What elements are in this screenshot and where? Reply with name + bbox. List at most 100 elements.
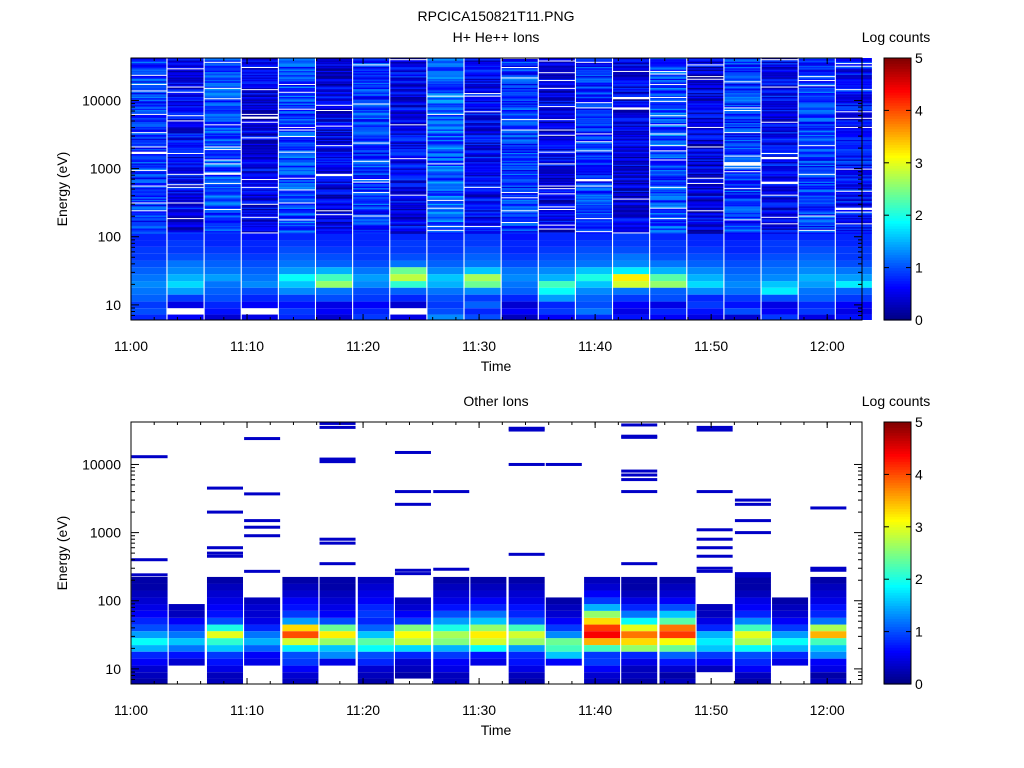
colorbar-segment [884, 241, 911, 245]
heatmap-cell [131, 583, 168, 591]
heatmap-cell [687, 226, 724, 229]
heatmap-cell [427, 190, 464, 193]
heatmap-cell [130, 143, 167, 146]
heatmap-cell [724, 157, 761, 160]
heatmap-cell [241, 108, 278, 111]
heatmap-cell [798, 213, 835, 216]
heatmap-cell [761, 281, 798, 288]
count-line [734, 502, 771, 506]
heatmap-cell [427, 217, 464, 220]
heatmap-cell [353, 194, 390, 196]
heatmap-cell [501, 134, 538, 137]
heatmap-cell [241, 64, 278, 66]
heatmap-cell [575, 213, 612, 216]
heatmap-cell [427, 174, 464, 177]
heatmap-cell [687, 94, 724, 96]
heatmap-cell [798, 139, 835, 142]
heatmap-cell [613, 82, 650, 84]
heatmap-cell [167, 170, 204, 173]
heatmap-cell [687, 135, 724, 138]
heatmap-cell [501, 190, 538, 193]
heatmap-cell [130, 193, 167, 195]
heatmap-cell [282, 658, 319, 666]
heatmap-cell [130, 260, 167, 268]
heatmap-cell [282, 651, 319, 659]
heatmap-cell [835, 139, 872, 142]
heatmap-cell [464, 156, 501, 159]
heatmap-cell [316, 215, 353, 217]
colorbar-segment [884, 301, 911, 305]
heatmap-cell [650, 142, 687, 144]
heatmap-cell [353, 151, 390, 153]
heatmap-cell [130, 267, 167, 275]
heatmap-cell [538, 100, 575, 103]
heatmap-cell [353, 207, 390, 209]
heatmap-cell [130, 199, 167, 202]
heatmap-cell [204, 157, 241, 160]
heatmap-cell [724, 116, 761, 118]
heatmap-cell [734, 590, 771, 598]
heatmap-cell [241, 174, 278, 177]
heatmap-cell [204, 152, 241, 155]
heatmap-cell [687, 191, 724, 194]
heatmap-cell [390, 130, 427, 133]
heatmap-cell [204, 213, 241, 216]
heatmap-cell [204, 112, 241, 114]
heatmap-cell [724, 213, 761, 216]
heatmap-cell [316, 74, 353, 77]
heatmap-cell [278, 207, 315, 209]
heatmap-cell [575, 109, 612, 112]
heatmap-cell [650, 229, 687, 232]
heatmap-cell [470, 638, 507, 646]
heatmap-cell [390, 182, 427, 185]
heatmap-cell [167, 225, 204, 228]
heatmap-cell [316, 167, 353, 169]
heatmap-cell [353, 88, 390, 91]
heatmap-cell [835, 79, 872, 82]
heatmap-cell [204, 122, 241, 125]
heatmap-cell [353, 223, 390, 225]
heatmap-cell [659, 576, 696, 584]
heatmap-cell [167, 105, 204, 108]
heatmap-cell [464, 164, 501, 167]
heatmap-cell [835, 148, 872, 151]
heatmap-cell [613, 281, 650, 288]
heatmap-cell [687, 130, 724, 133]
heatmap-cell [427, 274, 464, 282]
heatmap-cell [427, 116, 464, 118]
heatmap-cell [427, 81, 464, 83]
heatmap-cell [575, 176, 612, 178]
colorbar-segment [884, 133, 911, 138]
heatmap-cell [464, 84, 501, 87]
heatmap-cell [761, 165, 798, 168]
heatmap-cell [206, 604, 243, 611]
heatmap-cell [761, 118, 798, 121]
heatmap-cell [538, 189, 575, 191]
heatmap-cell [427, 88, 464, 91]
heatmap-cell [130, 60, 167, 62]
heatmap-cell [575, 121, 612, 124]
heatmap-cell [167, 314, 204, 320]
heatmap-cell [241, 151, 278, 153]
count-line [319, 541, 356, 545]
heatmap-cell [390, 246, 427, 254]
heatmap-cell [204, 99, 241, 101]
heatmap-cell [204, 203, 241, 206]
heatmap-cell [835, 196, 872, 199]
heatmap-cell [501, 96, 538, 99]
heatmap-cell [130, 187, 167, 190]
heatmap-cell [464, 90, 501, 92]
heatmap-cell [130, 144, 167, 147]
heatmap-cell [167, 194, 204, 196]
heatmap-cell [427, 226, 464, 229]
colorbar-segment [884, 471, 911, 475]
heatmap-cell [687, 142, 724, 144]
heatmap-cell [687, 229, 724, 232]
heatmap-cell [575, 120, 612, 122]
heatmap-cell [204, 193, 241, 195]
heatmap-cell [613, 99, 650, 101]
heatmap-cell [130, 183, 167, 186]
heatmap-cell [724, 178, 761, 181]
colorbar-segment [884, 194, 911, 198]
heatmap-cell [390, 122, 427, 125]
